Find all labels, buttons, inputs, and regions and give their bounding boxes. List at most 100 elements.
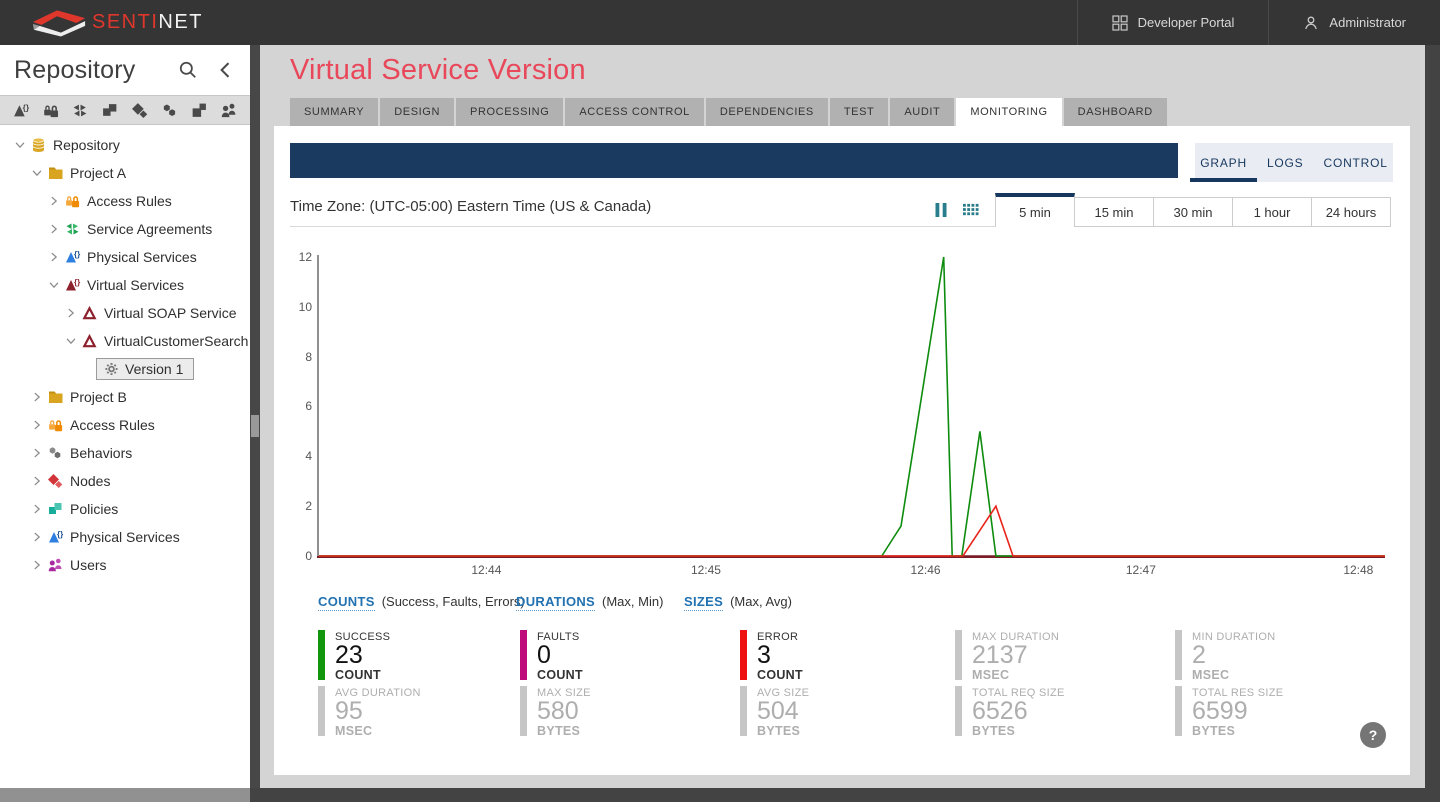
scrollbar-thumb[interactable] xyxy=(251,415,259,437)
tree-item-label: Nodes xyxy=(70,473,111,489)
chevron-down-icon[interactable] xyxy=(12,137,28,153)
stat-color-bar xyxy=(955,686,962,736)
sidebar-bottom-strip xyxy=(0,788,250,802)
users-icon[interactable] xyxy=(220,102,238,119)
chevron-down-icon[interactable] xyxy=(46,277,62,293)
chevron-right-icon[interactable] xyxy=(29,445,45,461)
top-bar: SENTINET Developer Portal Administrator xyxy=(0,0,1440,45)
tab-test[interactable]: TEST xyxy=(829,98,889,126)
chevron-right-icon[interactable] xyxy=(29,501,45,517)
sidebar-scrollbar[interactable] xyxy=(250,45,260,788)
developer-portal-button[interactable]: Developer Portal xyxy=(1078,0,1269,45)
entity-type-toolbar: {} xyxy=(0,95,250,125)
chevron-right-icon[interactable] xyxy=(63,305,79,321)
chevron-right-icon[interactable] xyxy=(29,557,45,573)
behaviors-icon[interactable] xyxy=(161,102,179,119)
tree-item-physical-services[interactable]: {} Physical Services xyxy=(0,243,250,271)
view-tab-graph[interactable]: GRAPH xyxy=(1190,143,1257,182)
tree-item-users[interactable]: Users xyxy=(0,551,250,579)
tab-dependencies[interactable]: DEPENDENCIES xyxy=(705,98,828,126)
tree-item-label: Users xyxy=(70,557,107,573)
tab-dashboard[interactable]: DASHBOARD xyxy=(1063,98,1167,126)
help-button[interactable]: ? xyxy=(1360,722,1386,748)
virtual-service-icon xyxy=(81,305,98,321)
administrator-menu[interactable]: Administrator xyxy=(1269,0,1440,45)
counts-link[interactable]: COUNTS xyxy=(318,594,375,611)
tab-monitoring[interactable]: MONITORING xyxy=(956,98,1062,126)
chevron-down-icon[interactable] xyxy=(29,165,45,181)
services-icon[interactable]: {} xyxy=(12,102,30,119)
tree-item-access-rules[interactable]: Access Rules xyxy=(0,187,250,215)
tab-summary[interactable]: SUMMARY xyxy=(290,98,379,126)
chevron-right-icon[interactable] xyxy=(29,389,45,405)
chevron-down-icon[interactable] xyxy=(63,333,79,349)
tree-item-behaviors[interactable]: Behaviors xyxy=(0,439,250,467)
stat-label: TOTAL RES SIZE xyxy=(1192,687,1284,699)
items-icon[interactable] xyxy=(190,102,208,119)
range-tab-30-min[interactable]: 30 min xyxy=(1153,197,1233,227)
chart-y-axis xyxy=(317,255,319,558)
svg-text:{}: {} xyxy=(57,530,63,539)
collapse-sidebar-icon[interactable] xyxy=(216,60,236,80)
tree-item-access-rules[interactable]: Access Rules xyxy=(0,411,250,439)
stat-value: 580 xyxy=(537,697,579,725)
agreements-icon[interactable] xyxy=(71,102,89,119)
chevron-right-icon[interactable] xyxy=(46,221,62,237)
tree-item-version-1[interactable]: Version 1 xyxy=(0,355,250,383)
tree-item-label: Virtual SOAP Service xyxy=(104,305,237,321)
main-tab-bar: SUMMARY DESIGN PROCESSING ACCESS CONTROL DEP… xyxy=(290,98,1167,126)
version-chip[interactable]: Version 1 xyxy=(96,358,195,380)
stat-label: MAX SIZE xyxy=(537,687,591,699)
stat-color-bar xyxy=(318,630,325,680)
tree-item-project-a[interactable]: Project A xyxy=(0,159,250,187)
tree-item-service-agreements[interactable]: Service Agreements xyxy=(0,215,250,243)
tree-item-label: Behaviors xyxy=(70,445,133,461)
range-tab-15-min[interactable]: 15 min xyxy=(1074,197,1154,227)
tree-item-project-b[interactable]: Project B xyxy=(0,383,250,411)
range-tab-5-min[interactable]: 5 min xyxy=(995,193,1075,227)
sizes-link[interactable]: SIZES xyxy=(684,594,724,611)
access-rules-icon xyxy=(64,193,81,209)
stat-avg-duration: AVG DURATION 95 MSEC xyxy=(318,686,421,738)
chevron-right-icon[interactable] xyxy=(29,529,45,545)
series-errors xyxy=(319,504,1385,557)
grid-view-icon[interactable] xyxy=(963,202,979,218)
tree-item-virtual-services[interactable]: {} Virtual Services xyxy=(0,271,250,299)
tab-processing[interactable]: PROCESSING xyxy=(456,98,564,126)
policies-icon[interactable] xyxy=(101,102,119,119)
durations-link[interactable]: DURATIONS xyxy=(516,594,596,611)
search-icon[interactable] xyxy=(178,60,198,80)
stat-label: AVG SIZE xyxy=(757,687,810,699)
tree-item-label: Physical Services xyxy=(70,529,180,545)
tab-audit[interactable]: AUDIT xyxy=(890,98,955,126)
tree-item-repository[interactable]: Repository xyxy=(0,131,250,159)
users-icon xyxy=(47,557,64,573)
tab-design[interactable]: DESIGN xyxy=(380,98,455,126)
view-tab-control[interactable]: CONTROL xyxy=(1323,155,1388,170)
tree-item-virtualcustomersearch[interactable]: VirtualCustomerSearch xyxy=(0,327,250,355)
pause-icon[interactable] xyxy=(933,202,949,218)
view-tab-logs[interactable]: LOGS xyxy=(1266,155,1304,170)
brand-net: NET xyxy=(158,11,203,33)
tree-item-label: Virtual Services xyxy=(87,277,185,293)
tab-access-control[interactable]: ACCESS CONTROL xyxy=(565,98,704,126)
y-tick-label: 0 xyxy=(305,549,312,563)
chevron-right-icon[interactable] xyxy=(29,473,45,489)
range-tab-1-hour[interactable]: 1 hour xyxy=(1232,197,1312,227)
stat-label: SUCCESS xyxy=(335,631,391,643)
tree-item-physical-services[interactable]: {} Physical Services xyxy=(0,523,250,551)
nodes-icon[interactable] xyxy=(131,102,149,119)
tree-item-nodes[interactable]: Nodes xyxy=(0,467,250,495)
chevron-right-icon[interactable] xyxy=(29,417,45,433)
stat-value: 23 xyxy=(335,641,363,669)
agreements-icon xyxy=(64,221,81,237)
access-rules-icon[interactable] xyxy=(42,102,60,119)
chevron-right-icon[interactable] xyxy=(46,249,62,265)
physical-services-icon: {} xyxy=(47,529,64,545)
range-tab-24-hours[interactable]: 24 hours xyxy=(1311,197,1391,227)
tree-item-label: Service Agreements xyxy=(87,221,213,237)
tree-item-policies[interactable]: Policies xyxy=(0,495,250,523)
chevron-right-icon[interactable] xyxy=(46,193,62,209)
x-tick-label: 12:47 xyxy=(1125,563,1156,577)
tree-item-virtual-soap-service[interactable]: Virtual SOAP Service xyxy=(0,299,250,327)
